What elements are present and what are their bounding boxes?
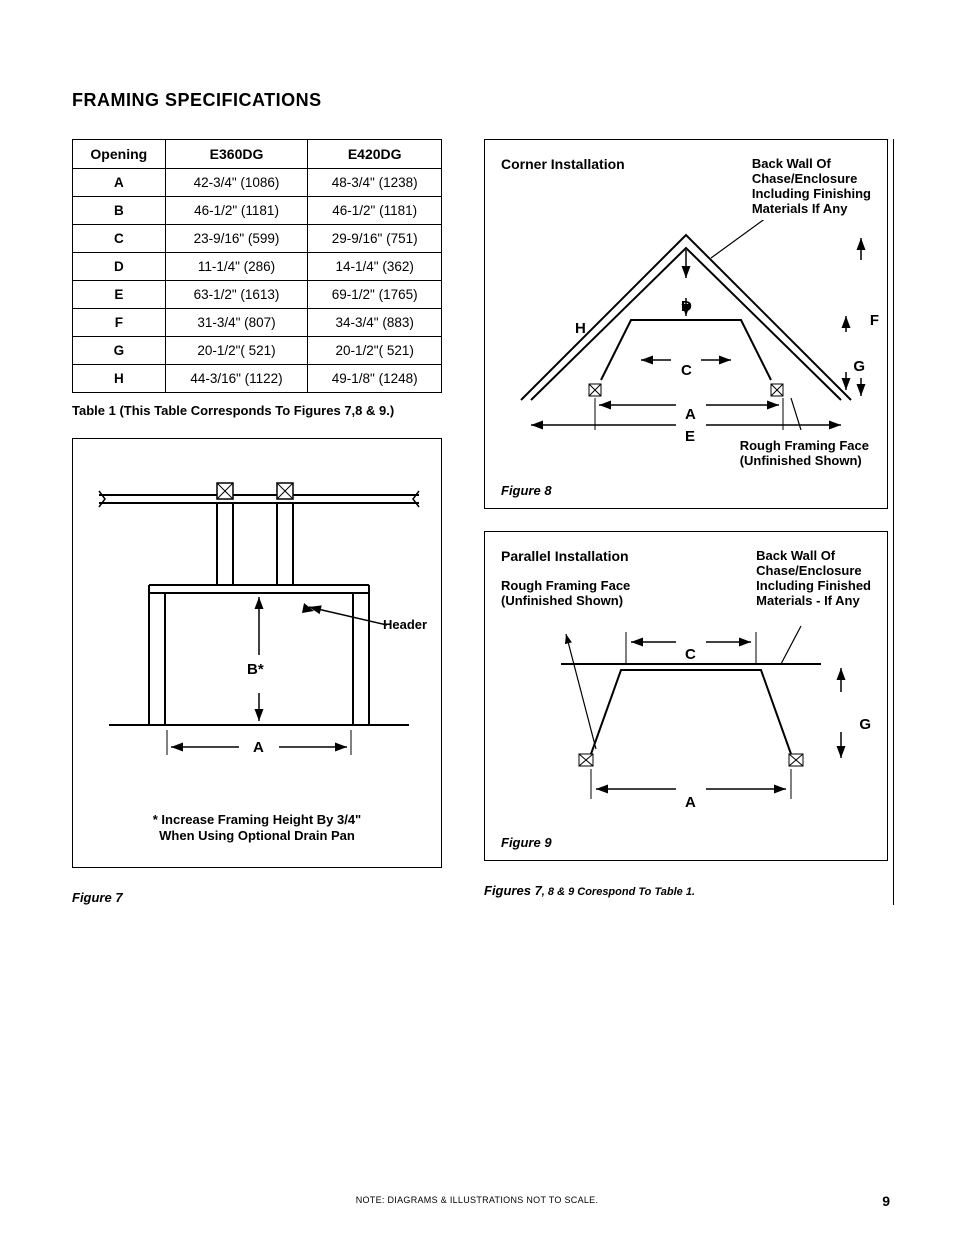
left-column: Opening E360DG E420DG A42-3/4" (1086)48-… — [72, 139, 442, 905]
fig8-H: H — [575, 320, 586, 337]
table-cell: 42-3/4" (1086) — [165, 169, 308, 197]
spec-table: Opening E360DG E420DG A42-3/4" (1086)48-… — [72, 139, 442, 393]
table-cell: 23-9/16" (599) — [165, 225, 308, 253]
table-cell: 20-1/2"( 521) — [308, 337, 442, 365]
fig9-bw1: Back Wall Of — [756, 548, 871, 563]
figure9-diagram — [501, 614, 871, 814]
table-cell: 31-3/4" (807) — [165, 309, 308, 337]
th-model1: E360DG — [165, 140, 308, 169]
figure9-label: Figure 9 — [501, 835, 552, 850]
table-cell: F — [73, 309, 166, 337]
table-caption: Table 1 (This Table Corresponds To Figur… — [72, 403, 442, 418]
fig9-bw2: Chase/Enclosure — [756, 563, 871, 578]
figure8-panel: Corner Installation Back Wall Of Chase/E… — [484, 139, 888, 509]
footer-note: NOTE: DIAGRAMS & ILLUSTRATIONS NOT TO SC… — [0, 1195, 954, 1205]
table-cell: 29-9/16" (751) — [308, 225, 442, 253]
fig8-D: D — [681, 298, 692, 315]
table-cell: B — [73, 197, 166, 225]
figure8-label: Figure 8 — [501, 483, 552, 498]
fig8-F: F — [870, 312, 879, 329]
correspond-note: Figures 7, 8 & 9 Corespond To Table 1. — [484, 883, 888, 898]
fig9-G: G — [859, 716, 871, 733]
figure7-label: Figure 7 — [72, 890, 442, 905]
fig9-rough2: (Unfinished Shown) — [501, 593, 630, 608]
fig7-foot2: When Using Optional Drain Pan — [73, 828, 441, 843]
table-cell: D — [73, 253, 166, 281]
table-row: A42-3/4" (1086)48-3/4" (1238) — [73, 169, 442, 197]
table-cell: H — [73, 365, 166, 393]
dim-A: A — [253, 739, 264, 756]
table-cell: A — [73, 169, 166, 197]
dim-B: B* — [247, 661, 264, 678]
fig7-foot1: * Increase Framing Height By 3/4" — [73, 812, 441, 827]
fig8-bw2: Chase/Enclosure — [752, 171, 871, 186]
section-title: FRAMING SPECIFICATIONS — [72, 90, 894, 111]
fig8-A: A — [685, 406, 696, 423]
fig8-bw1: Back Wall Of — [752, 156, 871, 171]
table-cell: 69-1/2" (1765) — [308, 281, 442, 309]
fig9-bw4: Materials - If Any — [756, 593, 871, 608]
figure7-panel: Header B* A * Increase Framing Height By… — [72, 438, 442, 868]
table-cell: 14-1/4" (362) — [308, 253, 442, 281]
figure9-panel: Parallel Installation Rough Framing Face… — [484, 531, 888, 861]
fig9-rough1: Rough Framing Face — [501, 578, 630, 593]
fig9-A: A — [685, 794, 696, 811]
fig8-rough2: (Unfinished Shown) — [740, 453, 869, 468]
fig9-C: C — [685, 646, 696, 663]
page-number: 9 — [882, 1193, 890, 1209]
table-cell: 63-1/2" (1613) — [165, 281, 308, 309]
fig9-title: Parallel Installation — [501, 548, 630, 564]
table-row: D11-1/4" (286)14-1/4" (362) — [73, 253, 442, 281]
table-cell: G — [73, 337, 166, 365]
fig9-bw3: Including Finished — [756, 578, 871, 593]
figure7-diagram — [89, 455, 429, 755]
table-cell: 46-1/2" (1181) — [165, 197, 308, 225]
table-cell: C — [73, 225, 166, 253]
table-cell: 48-3/4" (1238) — [308, 169, 442, 197]
table-row: H44-3/16" (1122)49-1/8" (1248) — [73, 365, 442, 393]
fig8-E: E — [685, 428, 695, 445]
table-row: E63-1/2" (1613)69-1/2" (1765) — [73, 281, 442, 309]
table-cell: 46-1/2" (1181) — [308, 197, 442, 225]
table-cell: 49-1/8" (1248) — [308, 365, 442, 393]
fig8-rough1: Rough Framing Face — [740, 438, 869, 453]
table-row: F31-3/4" (807)34-3/4" (883) — [73, 309, 442, 337]
fig8-bw3: Including Finishing — [752, 186, 871, 201]
table-cell: E — [73, 281, 166, 309]
th-model2: E420DG — [308, 140, 442, 169]
fig8-bw4: Materials If Any — [752, 201, 871, 216]
header-label: Header — [383, 617, 427, 632]
right-column: Corner Installation Back Wall Of Chase/E… — [484, 139, 888, 905]
fig8-G: G — [853, 358, 865, 375]
fig8-title: Corner Installation — [501, 156, 625, 216]
th-opening: Opening — [73, 140, 166, 169]
table-cell: 34-3/4" (883) — [308, 309, 442, 337]
table-row: B46-1/2" (1181)46-1/2" (1181) — [73, 197, 442, 225]
fig8-C: C — [681, 362, 692, 379]
table-row: C23-9/16" (599)29-9/16" (751) — [73, 225, 442, 253]
table-cell: 11-1/4" (286) — [165, 253, 308, 281]
table-cell: 20-1/2"( 521) — [165, 337, 308, 365]
table-row: G20-1/2"( 521)20-1/2"( 521) — [73, 337, 442, 365]
table-cell: 44-3/16" (1122) — [165, 365, 308, 393]
